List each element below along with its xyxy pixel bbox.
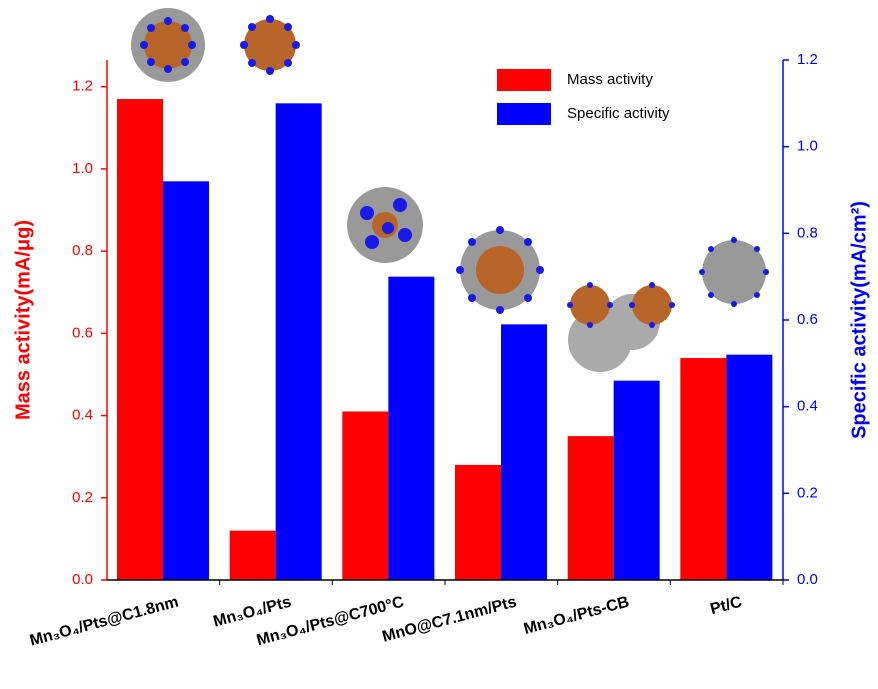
y-tick-label: 0.4: [72, 407, 93, 424]
y2-axis-title: Specific activity(mA/cm²): [848, 201, 870, 439]
x-tick-label: Mn₃O₄/Pts@C1.8nm: [28, 594, 180, 650]
x-tick-label: Mn₃O₄/Pts-CB: [522, 594, 631, 638]
y2-tick-label: 0.0: [797, 571, 818, 588]
bar: [455, 465, 501, 580]
y2-tick-label: 1.0: [797, 138, 818, 155]
y2-tick-label: 0.6: [797, 311, 818, 328]
y-tick-label: 1.2: [72, 78, 93, 95]
icon: [570, 285, 610, 325]
icon: [476, 246, 524, 294]
y2-tick-label: 0.8: [797, 224, 818, 241]
bar: [388, 277, 434, 580]
bar: [342, 411, 388, 580]
bar: [230, 531, 276, 580]
bar: [501, 324, 547, 580]
y-tick-label: 0.8: [72, 242, 93, 259]
y-tick-label: 0.0: [72, 571, 93, 588]
icon: [632, 285, 672, 325]
y-tick-label: 0.6: [72, 324, 93, 341]
y2-tick-label: 0.4: [797, 398, 818, 415]
y-axis-title: Mass activity(mA/μg): [12, 220, 34, 420]
bar: [726, 355, 772, 580]
legend-label: Specific activity: [567, 105, 670, 122]
icon-dots: [140, 15, 769, 328]
bar: [614, 381, 660, 580]
x-tick-label: Pt/C: [708, 593, 744, 618]
bar: [117, 99, 163, 580]
y2-tick-label: 1.2: [797, 51, 818, 68]
legend-label: Mass activity: [567, 71, 653, 88]
legend-swatch: [497, 69, 551, 91]
y2-tick-label: 0.2: [797, 484, 818, 501]
bar: [276, 103, 322, 580]
particle-icons: [131, 8, 769, 372]
bar: [568, 436, 614, 580]
y-tick-label: 1.0: [72, 160, 93, 177]
legend-swatch: [497, 103, 551, 125]
bar: [163, 181, 209, 580]
chart: 0.0 0.2 0.4 0.6 0.8 1.0 1.2 0.0 0.2 0.4 0.6 0.8 1.0 1…: [0, 0, 878, 689]
bar: [680, 358, 726, 580]
y-tick-label: 0.2: [72, 489, 93, 506]
